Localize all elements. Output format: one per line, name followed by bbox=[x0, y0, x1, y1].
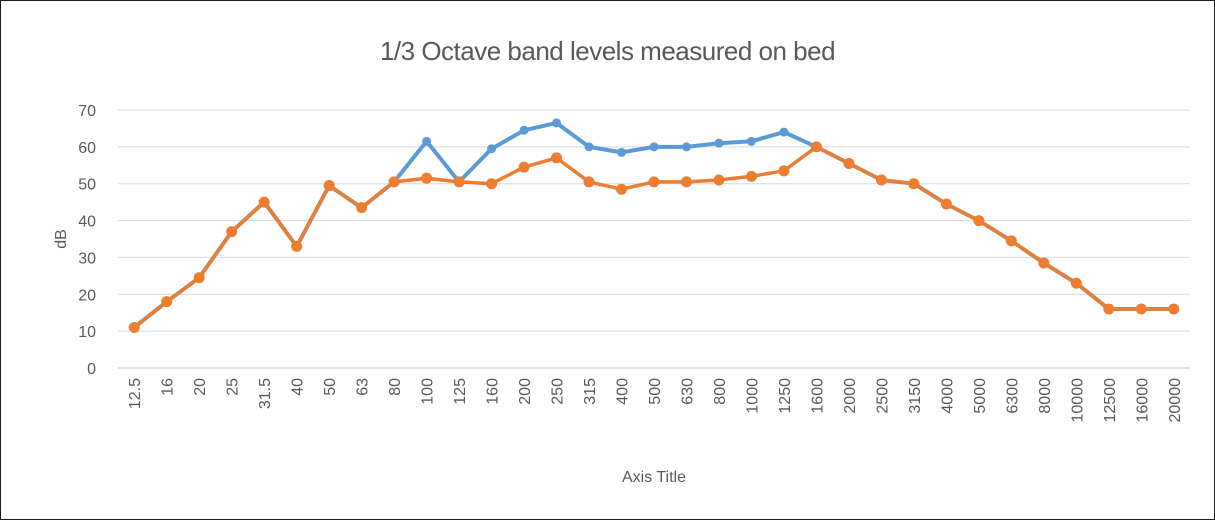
chart-title: 1/3 Octave band levels measured on bed bbox=[379, 36, 836, 66]
x-tick-label: 2000 bbox=[842, 378, 859, 414]
x-tick-label: 8000 bbox=[1037, 378, 1054, 414]
x-tick-label: 1250 bbox=[777, 378, 794, 414]
series-2-point bbox=[388, 176, 400, 188]
x-tick-label: 800 bbox=[712, 378, 729, 405]
series-2-point bbox=[680, 176, 692, 188]
x-tick-label: 200 bbox=[517, 378, 534, 405]
series-1-point bbox=[519, 125, 529, 135]
series-2-point bbox=[940, 198, 952, 210]
y-tick-label: 50 bbox=[78, 177, 96, 194]
x-tick-label: 12500 bbox=[1102, 378, 1119, 423]
x-tick-label: 400 bbox=[615, 378, 632, 405]
series-lines bbox=[132, 120, 1176, 330]
series-1-point bbox=[552, 118, 562, 128]
series-1-line bbox=[132, 120, 1176, 330]
series-2-point bbox=[226, 226, 238, 238]
series-2-point bbox=[745, 170, 757, 182]
series-points bbox=[128, 118, 1180, 333]
x-tick-label: 63 bbox=[355, 378, 372, 396]
x-tick-label: 125 bbox=[452, 378, 469, 405]
series-2-point bbox=[486, 178, 498, 190]
series-1-point bbox=[649, 142, 659, 152]
y-tick-label: 30 bbox=[78, 250, 96, 267]
series-2-point bbox=[583, 176, 595, 188]
series-1-point bbox=[487, 144, 497, 154]
series-2-point bbox=[128, 321, 140, 333]
y-tick-label: 20 bbox=[78, 287, 96, 304]
series-2-point bbox=[1168, 303, 1180, 315]
x-tick-label: 1600 bbox=[809, 378, 826, 414]
series-1-point bbox=[422, 136, 432, 146]
series-2-point bbox=[1103, 303, 1115, 315]
series-2-point bbox=[1038, 257, 1050, 269]
series-2-point bbox=[356, 202, 368, 214]
x-tick-label: 630 bbox=[679, 378, 696, 405]
x-tick-label: 100 bbox=[420, 378, 437, 405]
series-2-point bbox=[161, 296, 173, 308]
x-tick-label: 20000 bbox=[1167, 378, 1184, 423]
y-tick-label: 60 bbox=[78, 140, 96, 157]
series-2-point bbox=[1135, 303, 1147, 315]
series-2-point bbox=[648, 176, 660, 188]
x-tick-label: 16 bbox=[160, 378, 177, 396]
series-2-point bbox=[973, 215, 985, 227]
x-axis-label: Axis Title bbox=[622, 469, 686, 486]
x-tick-label: 6300 bbox=[1004, 378, 1021, 414]
y-tick-labels: 0 10 20 30 40 50 60 70 bbox=[78, 103, 96, 378]
x-tick-label: 50 bbox=[322, 378, 339, 396]
series-2-point bbox=[323, 180, 335, 192]
y-tick-label: 0 bbox=[87, 361, 96, 378]
series-2-point bbox=[810, 141, 822, 153]
x-tick-label: 4000 bbox=[939, 378, 956, 414]
x-tick-label: 40 bbox=[290, 378, 307, 396]
x-tick-label: 80 bbox=[387, 378, 404, 396]
series-1-point bbox=[779, 127, 789, 137]
x-tick-label: 2500 bbox=[874, 378, 891, 414]
series-2-point bbox=[421, 172, 433, 184]
x-tick-label: 500 bbox=[647, 378, 664, 405]
series-1-point bbox=[746, 136, 756, 146]
x-tick-label: 1000 bbox=[744, 378, 761, 414]
x-tick-label: 16000 bbox=[1134, 378, 1151, 423]
series-1-point bbox=[714, 138, 724, 148]
series-2-point bbox=[875, 174, 887, 186]
y-tick-label: 70 bbox=[78, 103, 96, 120]
series-2-point bbox=[518, 161, 530, 173]
series-2-point bbox=[908, 178, 920, 190]
x-tick-labels: 12.5 16 20 25 31.5 40 50 63 80 100 125 160 200 250 315… bbox=[127, 378, 1184, 423]
x-tick-label: 315 bbox=[582, 378, 599, 405]
series-2-point bbox=[551, 152, 563, 164]
series-2-point bbox=[193, 272, 205, 284]
x-tick-label: 5000 bbox=[972, 378, 989, 414]
series-2-point bbox=[713, 174, 725, 186]
y-tick-label: 40 bbox=[78, 214, 96, 231]
y-tick-label: 10 bbox=[78, 324, 96, 341]
x-tick-label: 250 bbox=[550, 378, 567, 405]
series-1-point bbox=[584, 142, 594, 152]
x-tick-label: 3150 bbox=[907, 378, 924, 414]
x-tick-label: 160 bbox=[485, 378, 502, 405]
series-2-point bbox=[453, 176, 465, 188]
y-axis-label: dB bbox=[53, 229, 70, 249]
series-2-point bbox=[258, 196, 270, 208]
x-tick-label: 10000 bbox=[1069, 378, 1086, 423]
series-1-point bbox=[681, 142, 691, 152]
series-2-point bbox=[616, 183, 628, 195]
series-2-point bbox=[1070, 277, 1082, 289]
x-tick-label: 20 bbox=[192, 378, 209, 396]
x-tick-label: 12.5 bbox=[127, 378, 144, 409]
x-tick-label: 25 bbox=[225, 378, 242, 396]
series-2-line bbox=[132, 145, 1176, 330]
series-2-point bbox=[1005, 235, 1017, 247]
series-2-point bbox=[778, 165, 790, 177]
series-2-point bbox=[291, 240, 303, 252]
series-1-point bbox=[617, 147, 627, 157]
x-tick-label: 31.5 bbox=[257, 378, 274, 409]
series-2-point bbox=[843, 157, 855, 169]
